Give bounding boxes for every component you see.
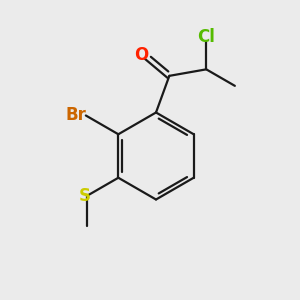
Text: Br: Br xyxy=(66,106,87,124)
Text: S: S xyxy=(79,187,91,205)
Text: Cl: Cl xyxy=(197,28,215,46)
Text: O: O xyxy=(134,46,148,64)
